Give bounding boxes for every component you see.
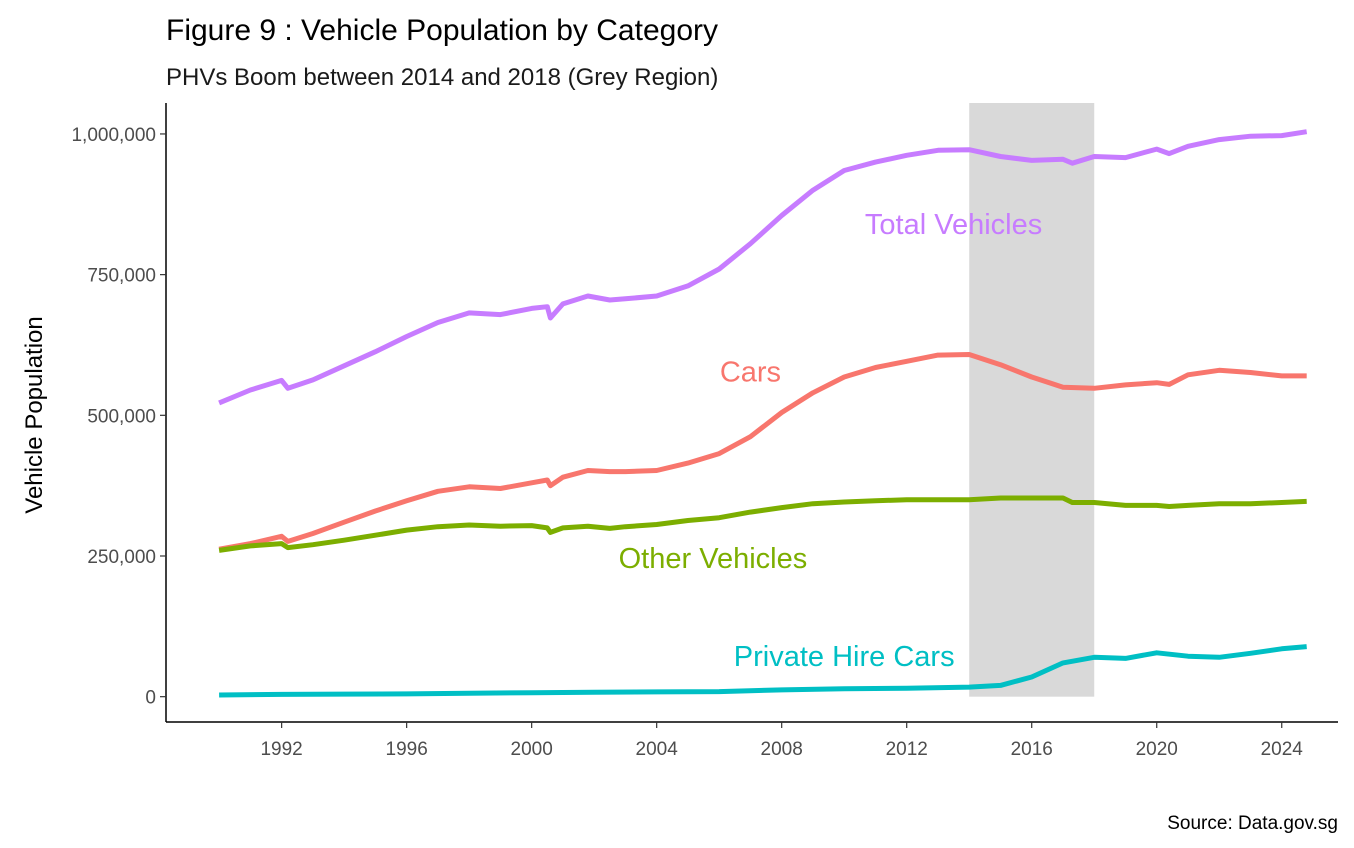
- chart-caption: Source: Data.gov.sg: [1167, 813, 1338, 834]
- chart-subtitle: PHVs Boom between 2014 and 2018 (Grey Re…: [166, 64, 718, 91]
- y-tick-label: 500,000: [87, 406, 156, 427]
- series-line-total-vehicles: [218, 129, 1308, 406]
- x-tick-label: 2016: [1011, 739, 1053, 760]
- y-tick-label: 250,000: [87, 547, 156, 568]
- series-layer: [218, 129, 1308, 698]
- x-tick-label: 2024: [1261, 739, 1304, 760]
- y-tick-label: 750,000: [87, 266, 156, 287]
- x-tick-label: 2004: [636, 739, 679, 760]
- series-label-total-vehicles: Total Vehicles: [865, 209, 1042, 241]
- series-line-cars: [218, 352, 1307, 552]
- series-label-private-hire-cars: Private Hire Cars: [734, 641, 955, 673]
- y-axis-title: Vehicle Population: [21, 316, 48, 513]
- x-tick-label: 2008: [761, 739, 803, 760]
- x-tick-label: 1996: [386, 739, 428, 760]
- x-tick-label: 2012: [886, 739, 928, 760]
- series-label-other-vehicles: Other Vehicles: [619, 543, 808, 575]
- y-tick-label: 0: [145, 688, 156, 709]
- series-line-other-vehicles: [218, 495, 1307, 553]
- x-tick-label: 1992: [260, 739, 302, 760]
- chart-title: Figure 9 : Vehicle Population by Categor…: [166, 14, 718, 47]
- series-line-private-hire-cars: [219, 644, 1307, 698]
- y-tick-label: 1,000,000: [71, 125, 156, 146]
- series-labels: Total Vehicles Cars Other Vehicles Private …: [619, 209, 1043, 673]
- x-tick-label: 2000: [511, 739, 553, 760]
- highlight-region: [969, 103, 1095, 697]
- highlight-region-layer: [969, 103, 1095, 697]
- axes: 0 250,000 500,000 750,000 1,000,000 1992 1996 2…: [71, 103, 1338, 760]
- series-label-cars: Cars: [720, 356, 781, 388]
- x-tick-label: 2020: [1136, 739, 1178, 760]
